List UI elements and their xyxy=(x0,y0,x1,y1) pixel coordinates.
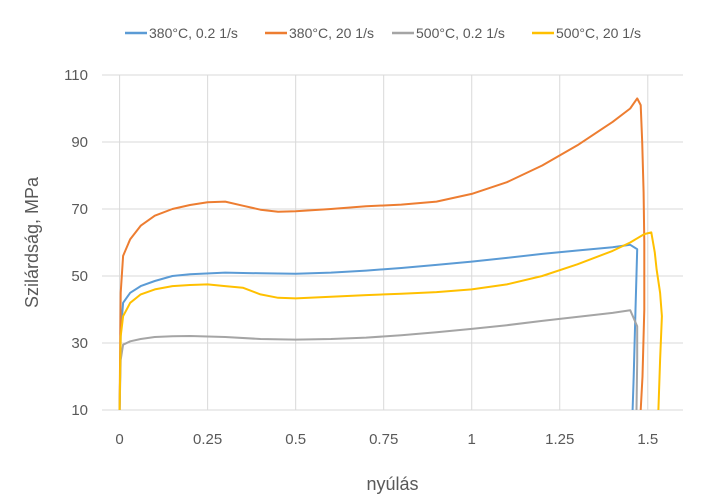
legend-item-2: 380°C, 20 1/s xyxy=(265,25,374,41)
legend: 380°C, 0.2 1/s 380°C, 20 1/s 500°C, 0.2 1/… xyxy=(125,25,641,41)
gridlines xyxy=(102,74,683,411)
x-tick-label: 0.75 xyxy=(369,431,398,448)
series-line-2 xyxy=(118,97,646,411)
legend-label: 500°C, 20 1/s xyxy=(556,25,641,41)
x-tick-label: 1.25 xyxy=(545,431,574,448)
y-axis-title: Szilárdság, MPa xyxy=(22,176,42,308)
y-tick-label: 30 xyxy=(71,335,88,352)
x-tick-label: 0.25 xyxy=(193,431,222,448)
series-line-1 xyxy=(118,243,639,411)
legend-item-3: 500°C, 0.2 1/s xyxy=(392,25,505,41)
y-tick-labels: 10 30 50 70 90 110 xyxy=(64,67,88,419)
legend-label: 500°C, 0.2 1/s xyxy=(416,25,505,41)
series-line-4 xyxy=(118,231,663,411)
series-lines xyxy=(118,97,663,411)
y-tick-label: 90 xyxy=(71,134,88,151)
x-axis-title: nyúlás xyxy=(366,474,418,494)
legend-item-4: 500°C, 20 1/s xyxy=(532,25,641,41)
x-tick-label: 1 xyxy=(468,431,476,448)
x-tick-label: 1.5 xyxy=(637,431,658,448)
y-tick-label: 70 xyxy=(71,201,88,218)
legend-label: 380°C, 20 1/s xyxy=(289,25,374,41)
y-tick-label: 110 xyxy=(64,67,88,84)
x-tick-label: 0.5 xyxy=(285,431,306,448)
x-tick-labels: 0 0.25 0.5 0.75 1 1.25 1.5 xyxy=(115,431,658,448)
legend-label: 380°C, 0.2 1/s xyxy=(149,25,238,41)
legend-item-1: 380°C, 0.2 1/s xyxy=(125,25,238,41)
y-tick-label: 50 xyxy=(71,268,88,285)
series-line-3 xyxy=(118,309,639,411)
y-tick-label: 10 xyxy=(71,402,88,419)
x-tick-label: 0 xyxy=(115,431,123,448)
